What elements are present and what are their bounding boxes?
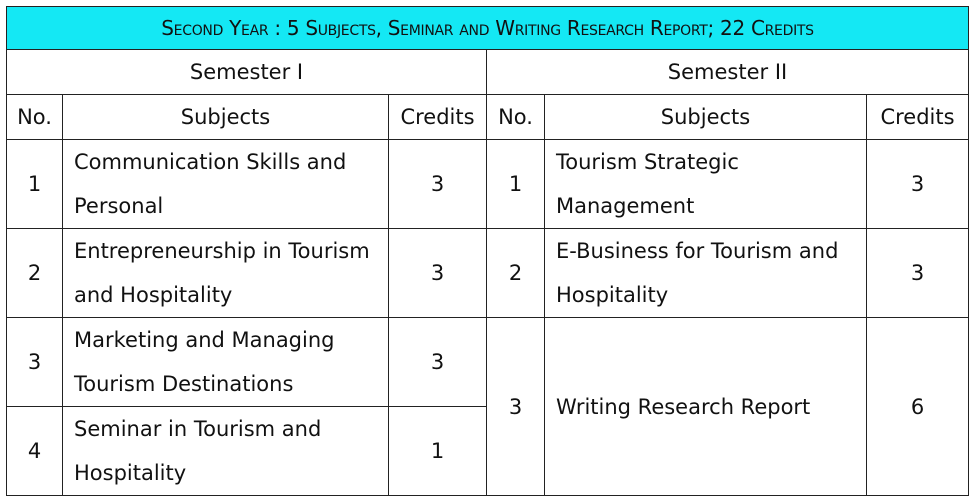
col-subjects-header: Subjects	[62, 94, 389, 140]
s1-subject: Communication Skills and Personal	[62, 139, 389, 229]
col-no-header: No.	[486, 94, 545, 140]
table-row: 4 Seminar in Tourism and Hospitality 1	[6, 406, 969, 496]
s1-no: 2	[6, 228, 63, 318]
s1-credits: 3	[388, 228, 487, 318]
curriculum-table: Second Year : 5 Subjects, Seminar and Wr…	[5, 6, 970, 496]
s2-no: 3	[486, 317, 545, 496]
s1-credits: 3	[388, 139, 487, 229]
s2-subject: Tourism Strategic Management	[544, 139, 867, 229]
s2-credits: 3	[865, 228, 970, 318]
s1-no: 1	[6, 139, 63, 229]
s1-subject: Seminar in Tourism and Hospitality	[62, 406, 389, 496]
s1-no: 4	[6, 406, 63, 496]
s2-no: 2	[486, 228, 545, 318]
s1-credits: 1	[388, 406, 487, 496]
s1-subject: Entrepreneurship in Tourism and Hospital…	[62, 228, 389, 318]
s2-credits: 3	[865, 139, 970, 229]
col-credits-header: Credits	[388, 94, 487, 140]
s1-subject: Marketing and Managing Tourism Destinati…	[62, 317, 389, 407]
table-row: 1 Communication Skills and Personal 3 1 …	[6, 139, 970, 229]
table-row: 3 Marketing and Managing Tourism Destina…	[6, 317, 970, 496]
table-title: Second Year : 5 Subjects, Seminar and Wr…	[5, 6, 970, 50]
s2-credits: 6	[865, 317, 970, 496]
col-credits-header: Credits	[865, 94, 970, 140]
s1-no: 3	[6, 317, 63, 407]
semester-2-header: Semester II	[485, 49, 970, 95]
semester-1-header: Semester I	[6, 49, 487, 95]
table-row: 2 Entrepreneurship in Tourism and Hospit…	[6, 228, 970, 318]
s2-subject: Writing Research Report	[544, 317, 867, 496]
s2-no: 1	[486, 139, 545, 229]
s1-credits: 3	[388, 317, 487, 407]
s2-subject: E-Business for Tourism and Hospitality	[544, 228, 867, 318]
col-no-header: No.	[6, 94, 63, 140]
col-subjects-header: Subjects	[544, 94, 867, 140]
